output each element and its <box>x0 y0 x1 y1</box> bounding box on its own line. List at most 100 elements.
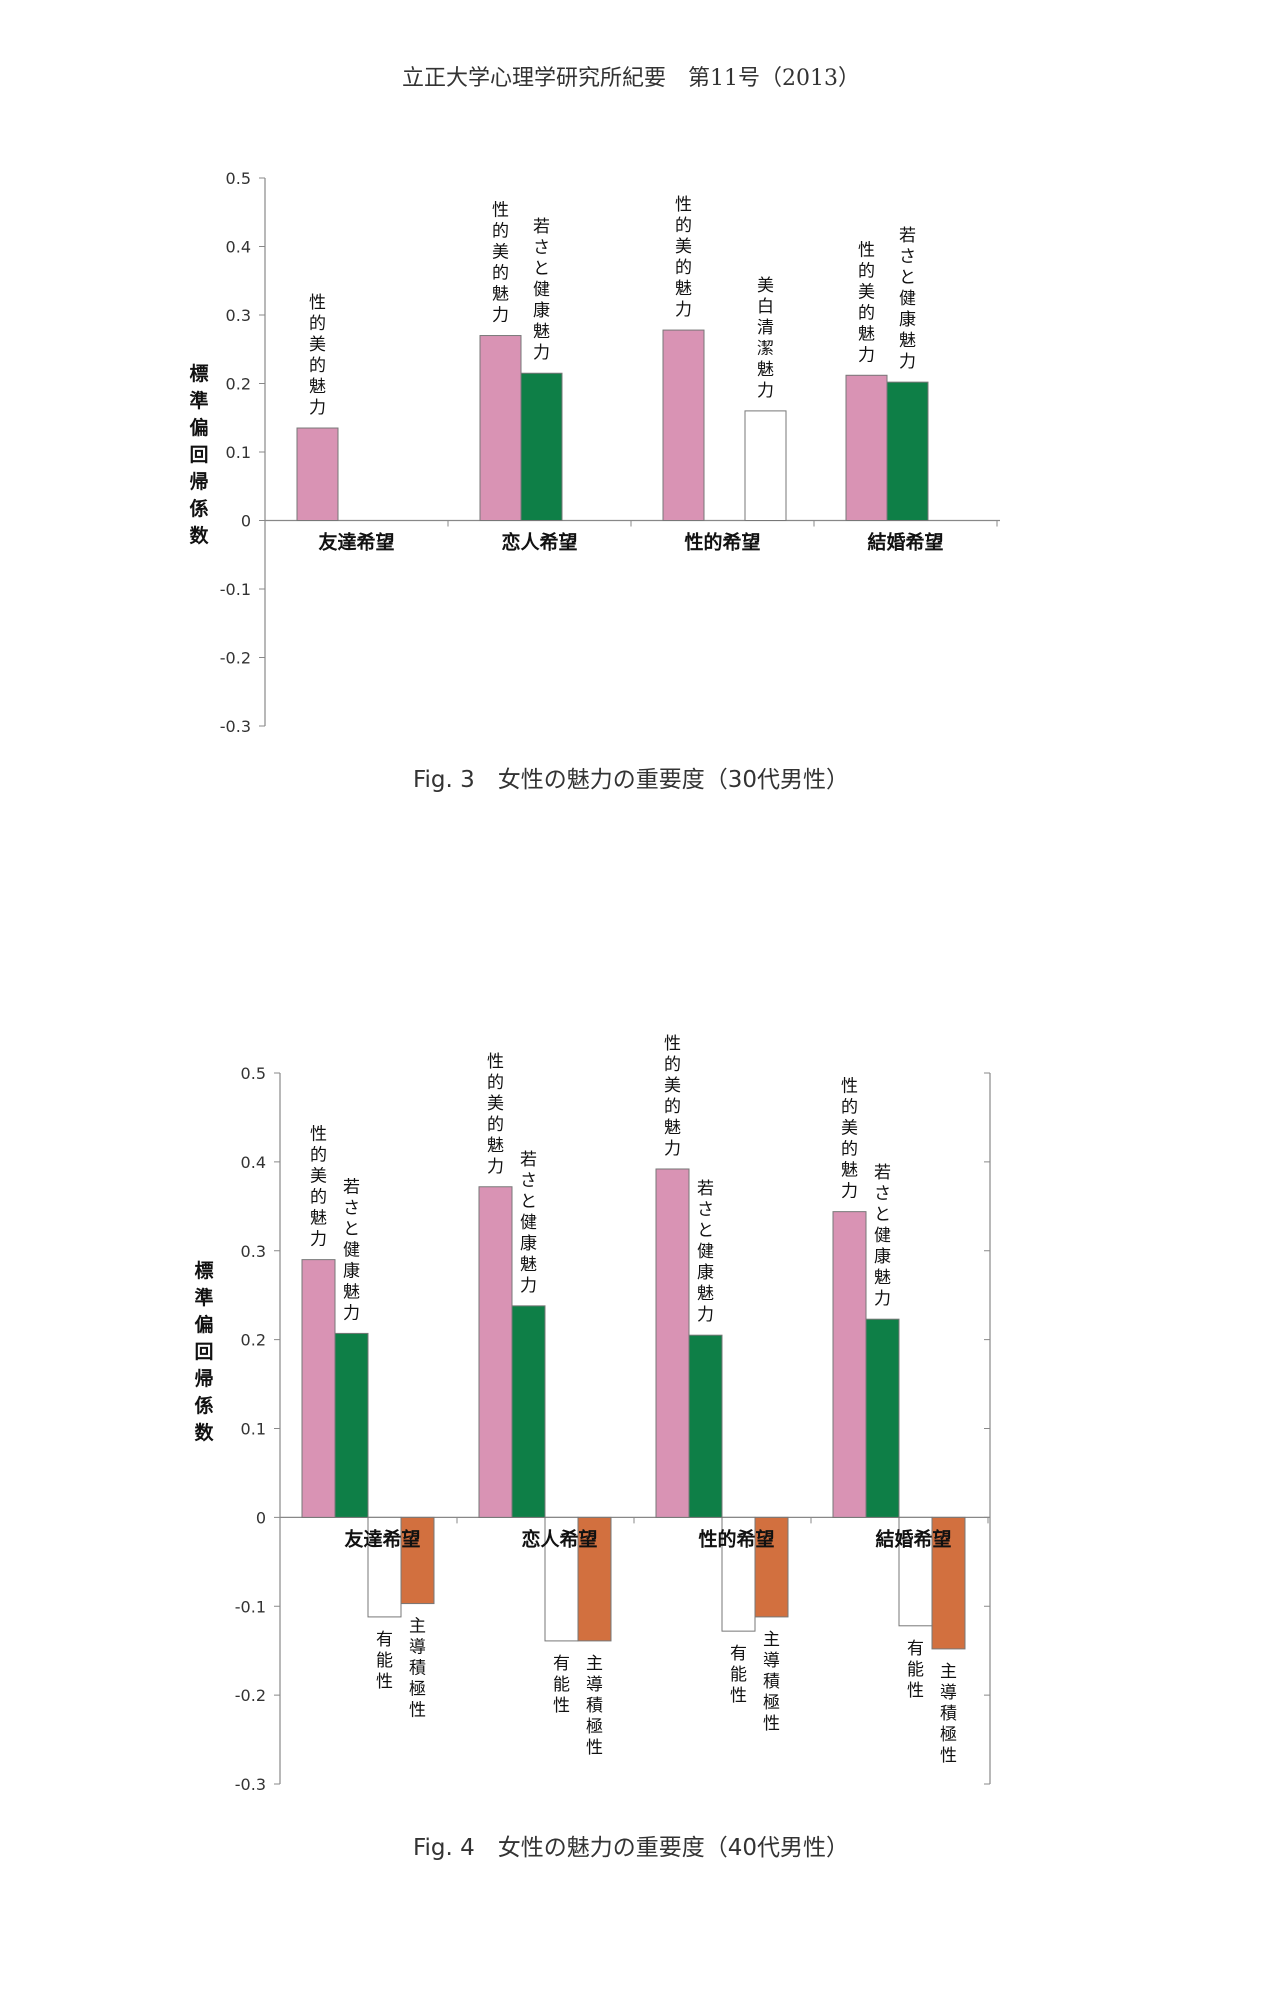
svg-text:的: 的 <box>841 1140 858 1160</box>
svg-text:極: 極 <box>586 1717 603 1737</box>
svg-text:主: 主 <box>586 1654 603 1674</box>
bar-label: 有能性 <box>907 1639 924 1701</box>
svg-text:的: 的 <box>487 1073 504 1093</box>
y-tick-label: 0.1 <box>226 443 251 462</box>
svg-text:若: 若 <box>899 226 916 246</box>
svg-text:力: 力 <box>675 300 692 320</box>
svg-text:的: 的 <box>675 216 692 236</box>
svg-text:美: 美 <box>841 1119 858 1139</box>
svg-text:魅: 魅 <box>874 1268 891 1288</box>
svg-text:的: 的 <box>309 314 326 334</box>
svg-text:能: 能 <box>376 1651 393 1671</box>
svg-text:的: 的 <box>675 258 692 278</box>
bar-友達希望-若さと健康魅力 <box>334 1332 369 1518</box>
svg-text:若: 若 <box>343 1177 360 1197</box>
svg-text:さ: さ <box>520 1171 537 1191</box>
svg-text:的: 的 <box>310 1146 327 1166</box>
y-tick-label: 0 <box>256 1508 266 1527</box>
y-tick-label: 0.3 <box>241 1242 266 1261</box>
svg-text:白: 白 <box>757 297 774 317</box>
svg-text:美: 美 <box>309 335 326 355</box>
svg-text:主: 主 <box>409 1617 426 1637</box>
svg-text:能: 能 <box>730 1665 747 1685</box>
y-tick-label: 0.2 <box>226 375 251 394</box>
bar-結婚希望-性的美的魅力 <box>832 1211 867 1518</box>
svg-text:係: 係 <box>194 1394 213 1417</box>
svg-text:的: 的 <box>310 1188 327 1208</box>
svg-text:力: 力 <box>899 352 916 372</box>
svg-text:魅: 魅 <box>492 285 509 305</box>
svg-text:準: 準 <box>194 1286 213 1309</box>
svg-text:さ: さ <box>874 1184 891 1204</box>
svg-text:性: 性 <box>841 1077 858 1097</box>
category-label: 友達希望 <box>344 1527 420 1550</box>
bar-結婚希望-性的美的魅力 <box>845 374 888 521</box>
svg-text:性: 性 <box>376 1672 393 1692</box>
svg-text:清: 清 <box>757 318 774 338</box>
y-tick-label: -0.1 <box>235 1597 266 1616</box>
svg-text:美: 美 <box>664 1076 681 1096</box>
svg-text:魅: 魅 <box>841 1161 858 1181</box>
svg-text:康: 康 <box>343 1261 360 1281</box>
y-tick-label: 0.4 <box>226 238 251 257</box>
svg-text:力: 力 <box>841 1182 858 1202</box>
bar-label: 有能性 <box>730 1644 747 1706</box>
svg-text:係: 係 <box>189 497 208 520</box>
svg-text:魅: 魅 <box>520 1255 537 1275</box>
svg-text:偏: 偏 <box>194 1313 213 1336</box>
svg-text:さ: さ <box>899 247 916 267</box>
svg-text:魅: 魅 <box>675 279 692 299</box>
svg-text:健: 健 <box>533 280 550 300</box>
svg-text:能: 能 <box>553 1675 570 1695</box>
fig4-chart: 0.50.40.30.20.10-0.1-0.2-0.3標準偏回帰係数性的美的魅… <box>194 1034 991 1794</box>
category-label: 結婚希望 <box>867 531 943 554</box>
svg-text:導: 導 <box>940 1683 957 1703</box>
svg-text:康: 康 <box>899 310 916 330</box>
bar-性的希望-主導積極性 <box>754 1516 789 1618</box>
svg-text:主: 主 <box>763 1630 780 1650</box>
svg-text:と: と <box>697 1221 714 1241</box>
svg-text:力: 力 <box>309 398 326 418</box>
svg-text:さ: さ <box>343 1198 360 1218</box>
svg-text:的: 的 <box>487 1115 504 1135</box>
svg-text:有: 有 <box>376 1630 393 1650</box>
svg-text:康: 康 <box>874 1247 891 1267</box>
svg-text:魅: 魅 <box>309 377 326 397</box>
svg-text:力: 力 <box>697 1305 714 1325</box>
svg-text:導: 導 <box>409 1638 426 1658</box>
svg-text:力: 力 <box>533 343 550 363</box>
bar-友達希望-性的美的魅力 <box>296 427 339 521</box>
svg-text:極: 極 <box>409 1680 426 1700</box>
y-tick-label: -0.2 <box>220 649 251 668</box>
svg-text:能: 能 <box>907 1660 924 1680</box>
svg-text:極: 極 <box>940 1725 957 1745</box>
svg-text:と: と <box>899 268 916 288</box>
bar-恋人希望-性的美的魅力 <box>479 335 522 521</box>
svg-text:美: 美 <box>675 237 692 257</box>
svg-text:と: と <box>520 1192 537 1212</box>
svg-text:積: 積 <box>409 1659 426 1679</box>
svg-text:性: 性 <box>492 201 509 221</box>
fig3-caption: Fig. 3 女性の魅力の重要度（30代男性） <box>412 767 850 793</box>
bar-結婚希望-若さと健康魅力 <box>865 1318 900 1518</box>
category-label: 結婚希望 <box>875 1527 951 1550</box>
bar-結婚希望-主導積極性 <box>931 1516 966 1650</box>
svg-text:力: 力 <box>492 306 509 326</box>
svg-text:的: 的 <box>841 1098 858 1118</box>
svg-text:回: 回 <box>194 1341 213 1363</box>
svg-text:と: と <box>343 1219 360 1239</box>
category-label: 恋人希望 <box>501 531 577 554</box>
svg-text:魅: 魅 <box>757 360 774 380</box>
bar-恋人希望-性的美的魅力 <box>478 1186 513 1518</box>
svg-text:健: 健 <box>697 1242 714 1262</box>
svg-text:性: 性 <box>409 1701 426 1721</box>
